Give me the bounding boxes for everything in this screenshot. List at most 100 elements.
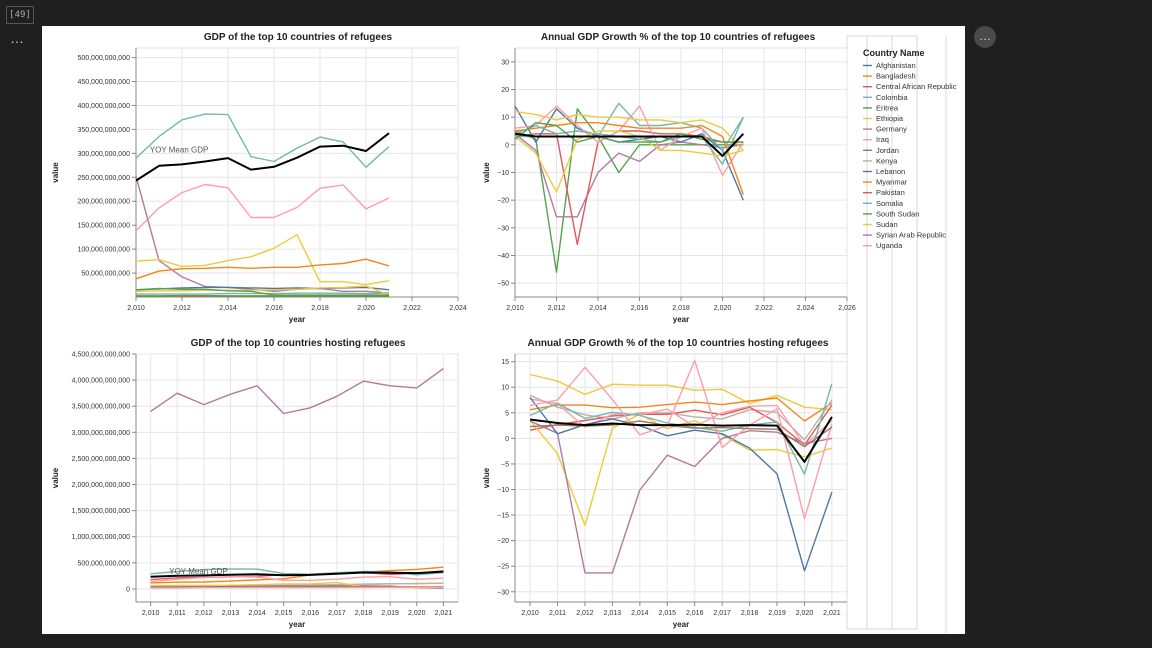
- y-tick-label: −15: [497, 513, 509, 520]
- series-line-south-sudan: [136, 287, 389, 296]
- x-tick-label: 2,014: [219, 305, 237, 312]
- legend-item-label: Pakistan: [876, 188, 905, 197]
- x-tick-label: 2,012: [576, 610, 594, 617]
- series-line-sudan: [515, 130, 744, 193]
- x-tick-label: 2,020: [796, 610, 814, 617]
- more-options-button[interactable]: …: [974, 26, 996, 48]
- y-axis-label: value: [482, 162, 491, 183]
- x-tick-label: 2,013: [604, 610, 622, 617]
- series-line-iraq: [515, 105, 744, 177]
- series-line-myanmar: [515, 121, 744, 195]
- y-tick-label: 500,000,000,000: [77, 560, 130, 567]
- series-line-iraq: [150, 576, 444, 583]
- series-line-kenya: [529, 394, 833, 441]
- y-axis-label: value: [51, 162, 60, 183]
- x-tick-label: 2,012: [548, 305, 566, 312]
- cell-output: GDP of the top 10 countries of refugees 5…: [42, 26, 965, 634]
- y-tick-label: 4,000,000,000,000: [72, 378, 130, 385]
- chart-title: GDP of the top 10 countries of refugees: [204, 32, 393, 43]
- y-axis-label: value: [51, 467, 60, 488]
- x-tick-label: 2,014: [248, 610, 266, 617]
- x-tick-label: 2,022: [403, 305, 421, 312]
- series-line-myanmar: [136, 258, 390, 280]
- plot-frame: [135, 47, 459, 298]
- plot-frame: [135, 353, 459, 603]
- x-tick-label: 2,015: [275, 610, 293, 617]
- x-tick-label: 2,016: [302, 610, 320, 617]
- annotation-label: YOY Mean GDP: [169, 567, 228, 576]
- x-tick-label: 2,024: [449, 305, 467, 312]
- x-tick-label: 2,011: [549, 610, 566, 617]
- x-axis-label: year: [289, 620, 305, 629]
- execution-count: [49]: [6, 6, 34, 24]
- y-tick-label: −50: [497, 281, 509, 288]
- series-line-ethiopia: [136, 234, 390, 286]
- y-tick-label: −10: [497, 487, 509, 494]
- legend-item-label: Ethiopia: [876, 114, 904, 123]
- legend-item-label: Jordan: [876, 146, 899, 155]
- series-group: [529, 359, 833, 574]
- x-tick-label: 2,014: [631, 610, 649, 617]
- series-line-ethiopia: [529, 373, 832, 411]
- y-tick-label: 0: [126, 586, 130, 593]
- x-tick-label: 2,018: [355, 610, 373, 617]
- chart-gdp-hosting: GDP of the top 10 countries hosting refu…: [51, 338, 459, 629]
- y-tick-label: 4,500,000,000,000: [72, 352, 130, 359]
- series-line-iraq: [136, 183, 390, 232]
- x-tick-label: 2,012: [173, 305, 191, 312]
- x-tick-label: 2,020: [714, 305, 732, 312]
- y-tick-label: −20: [497, 198, 509, 205]
- x-tick-label: 2,018: [311, 305, 329, 312]
- x-tick-label: 2,014: [589, 305, 607, 312]
- x-tick-label: 2,017: [713, 610, 731, 617]
- y-tick-label: 50,000,000,000: [81, 271, 130, 278]
- cell-collapse-icon[interactable]: …: [10, 30, 25, 46]
- x-tick-label: 2,010: [521, 610, 539, 617]
- series-line-syrian-arab-republic: [515, 133, 744, 218]
- legend-item-label: Colombia: [876, 93, 909, 102]
- y-tick-label: 450,000,000,000: [77, 79, 130, 86]
- x-tick-label: 2,020: [357, 305, 375, 312]
- y-tick-label: 15: [501, 359, 509, 366]
- legend-item-label: Germany: [876, 125, 907, 134]
- series-line-yoy-mean-gdp: [150, 570, 444, 578]
- y-tick-label: 20: [501, 87, 509, 94]
- legend-item-label: Lebanon: [876, 167, 905, 176]
- y-tick-label: 400,000,000,000: [77, 103, 130, 110]
- legend-item-label: Afghanistan: [876, 61, 916, 70]
- series-line-colombia: [515, 116, 744, 165]
- legend-item-label: Somalia: [876, 199, 904, 208]
- x-tick-label: 2,022: [755, 305, 773, 312]
- chart-gdp-refugee-origin: GDP of the top 10 countries of refugees 5…: [51, 32, 467, 324]
- x-tick-label: 2,010: [127, 305, 145, 312]
- series-line-afghanistan: [515, 105, 744, 201]
- y-tick-label: 10: [501, 115, 509, 122]
- x-tick-label: 2,021: [823, 610, 841, 617]
- legend-item-label: Myanmar: [876, 178, 908, 187]
- y-tick-label: 100,000,000,000: [77, 247, 130, 254]
- legend-item-label: Bangladesh: [876, 72, 916, 81]
- series-line-yoy-mean-gdp: [515, 132, 745, 157]
- x-tick-label: 2,010: [142, 610, 160, 617]
- legend-item-label: Kenya: [876, 156, 898, 165]
- y-tick-label: 3,500,000,000,000: [72, 404, 130, 411]
- series-group: [136, 113, 390, 297]
- y-tick-label: 1,500,000,000,000: [72, 508, 130, 515]
- chart-title: GDP of the top 10 countries hosting refu…: [191, 338, 406, 349]
- x-tick-label: 2,017: [328, 610, 346, 617]
- y-tick-label: 0: [505, 436, 509, 443]
- x-tick-label: 2,019: [768, 610, 786, 617]
- x-tick-label: 2,024: [797, 305, 815, 312]
- y-tick-label: −25: [497, 564, 509, 571]
- notebook-toolbar: [0, 0, 1152, 26]
- y-tick-label: 200,000,000,000: [77, 199, 130, 206]
- series-line-sudan: [136, 285, 390, 296]
- y-tick-label: 10: [501, 385, 509, 392]
- x-axis-label: year: [673, 620, 689, 629]
- y-tick-label: −30: [497, 589, 509, 596]
- series-line-uganda: [529, 398, 833, 447]
- x-tick-label: 2,016: [686, 610, 704, 617]
- y-tick-label: 500,000,000,000: [77, 55, 130, 62]
- x-tick-label: 2,011: [169, 610, 186, 617]
- y-tick-label: 350,000,000,000: [77, 127, 130, 134]
